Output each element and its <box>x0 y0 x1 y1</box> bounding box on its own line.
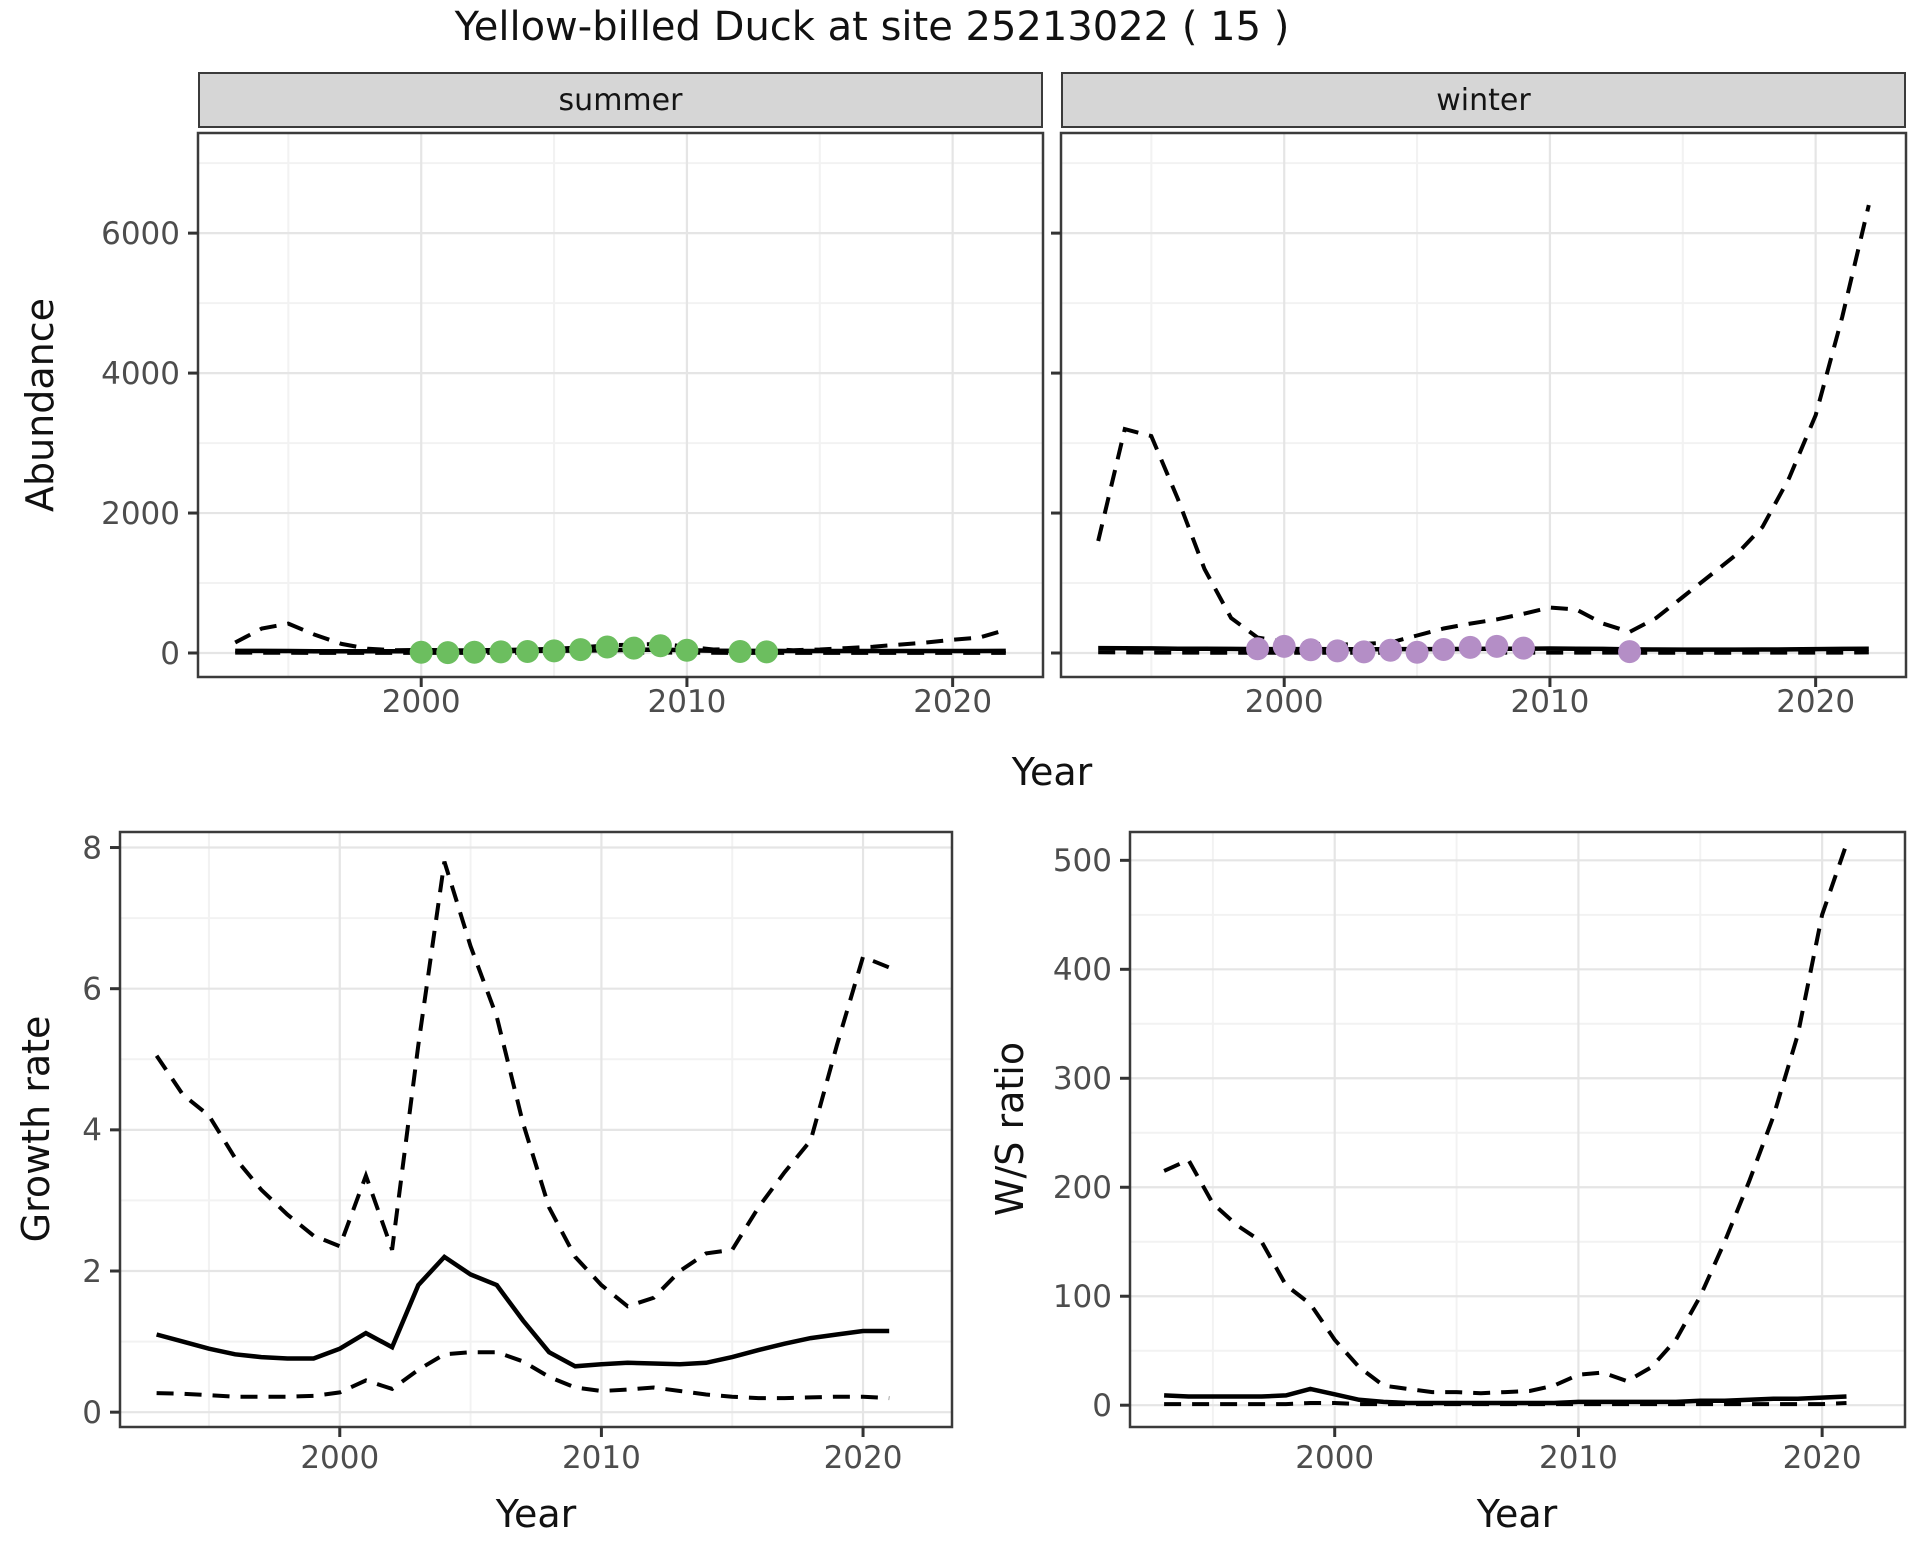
observed-counts-point <box>1379 638 1402 662</box>
y-tick-label: 6 <box>82 972 102 1008</box>
lower-ci-line <box>1098 650 1869 655</box>
y-tick-label: 2000 <box>101 496 180 532</box>
x-tick-label: 2010 <box>562 1440 641 1476</box>
panel-abundance-summer: 2000 2010 2020 0 2000 4000 6000 <box>101 131 1045 720</box>
observed-counts-point <box>1511 636 1535 660</box>
observed-counts-point <box>516 640 539 663</box>
y-tick-label: 200 <box>1053 1170 1112 1206</box>
observed-counts-point <box>728 640 752 663</box>
panel-abundance-winter: 2000 2010 2020 <box>1051 131 1908 720</box>
observed-counts-point <box>1272 634 1296 658</box>
y-tick-label: 0 <box>160 636 180 672</box>
x-tick-label: 2000 <box>1245 684 1324 720</box>
observed-counts-point <box>755 640 779 664</box>
panel-border <box>1059 131 1908 679</box>
observed-counts-point <box>489 640 513 664</box>
observed-counts-point <box>622 636 646 660</box>
upper-ci-line <box>1163 843 1849 1396</box>
observed-counts-point <box>542 639 566 663</box>
observed-counts-point <box>1352 640 1376 664</box>
x-axis-title-year-growth: Year <box>495 1492 577 1536</box>
y-tick-label: 0 <box>1092 1388 1112 1424</box>
fit-line <box>156 1253 890 1369</box>
lower-ci-line <box>1164 1401 1847 1407</box>
observed-counts-point <box>1618 640 1642 664</box>
panel-background <box>198 133 1043 677</box>
upper-ci-line <box>234 621 1007 653</box>
upper-ci-line <box>154 861 890 1309</box>
observed-counts-point <box>462 640 486 664</box>
y-tick-label: 100 <box>1053 1279 1112 1315</box>
y-tick-label: 500 <box>1053 843 1112 879</box>
y-tick-label: 0 <box>82 1395 102 1431</box>
x-tick-label: 2010 <box>1539 1440 1618 1476</box>
x-tick-label: 2000 <box>382 684 461 720</box>
x-tick-label: 2020 <box>824 1440 903 1476</box>
observed-counts-point <box>1485 634 1509 658</box>
x-axis-title-year-top: Year <box>1011 750 1093 794</box>
y-tick-label: 8 <box>82 830 102 866</box>
observed-counts-point <box>409 640 433 664</box>
observed-counts-point <box>1246 637 1270 661</box>
facet-strip-summer: summer <box>198 72 1043 128</box>
observed-counts-point <box>436 641 460 665</box>
x-tick-label: 2000 <box>1295 1440 1374 1476</box>
facet-strip-winter-label: winter <box>1436 82 1531 118</box>
chart-title: Yellow-billed Duck at site 25213022 ( 15… <box>454 4 1290 50</box>
panel-background <box>1061 133 1906 677</box>
facet-strip-winter: winter <box>1061 72 1906 128</box>
y-tick-label: 400 <box>1053 952 1112 988</box>
facet-strip-summer-label: summer <box>558 82 683 118</box>
y-tick-label: 4 <box>82 1113 102 1149</box>
x-tick-label: 2000 <box>300 1440 379 1476</box>
y-tick-label: 4000 <box>101 356 180 392</box>
observed-counts-point <box>648 634 672 658</box>
observed-counts-point <box>569 638 593 662</box>
lower-ci-line <box>156 1350 890 1401</box>
panel-border <box>196 131 1045 679</box>
observed-counts-point <box>675 638 699 662</box>
y-tick-label: 2 <box>82 1254 102 1290</box>
panel-background <box>1130 832 1905 1427</box>
x-axis-title-year-ws: Year <box>1476 1492 1558 1536</box>
upper-ci-line <box>1096 204 1871 647</box>
observed-counts-point <box>1299 638 1323 662</box>
observed-counts-point <box>1432 638 1456 661</box>
panel-border <box>1128 830 1907 1429</box>
x-tick-label: 2020 <box>913 684 992 720</box>
observed-counts-point <box>595 635 619 659</box>
observed-counts-point <box>1405 640 1429 664</box>
observed-counts-point <box>1325 639 1349 663</box>
panel-growth-rate: 2000 2010 2020 0 2 4 6 8 <box>82 830 954 1476</box>
panel-ws-ratio: 2000 2010 2020 0 100 200 300 400 500 <box>1053 830 1907 1476</box>
y-tick-label: 6000 <box>101 216 180 252</box>
x-tick-label: 2010 <box>1510 684 1589 720</box>
y-tick-label: 300 <box>1053 1061 1112 1097</box>
x-tick-label: 2020 <box>1783 1440 1862 1476</box>
observed-counts-point <box>1458 635 1482 659</box>
fit-line <box>1098 645 1869 652</box>
x-tick-label: 2020 <box>1776 684 1855 720</box>
x-tick-label: 2010 <box>647 684 726 720</box>
